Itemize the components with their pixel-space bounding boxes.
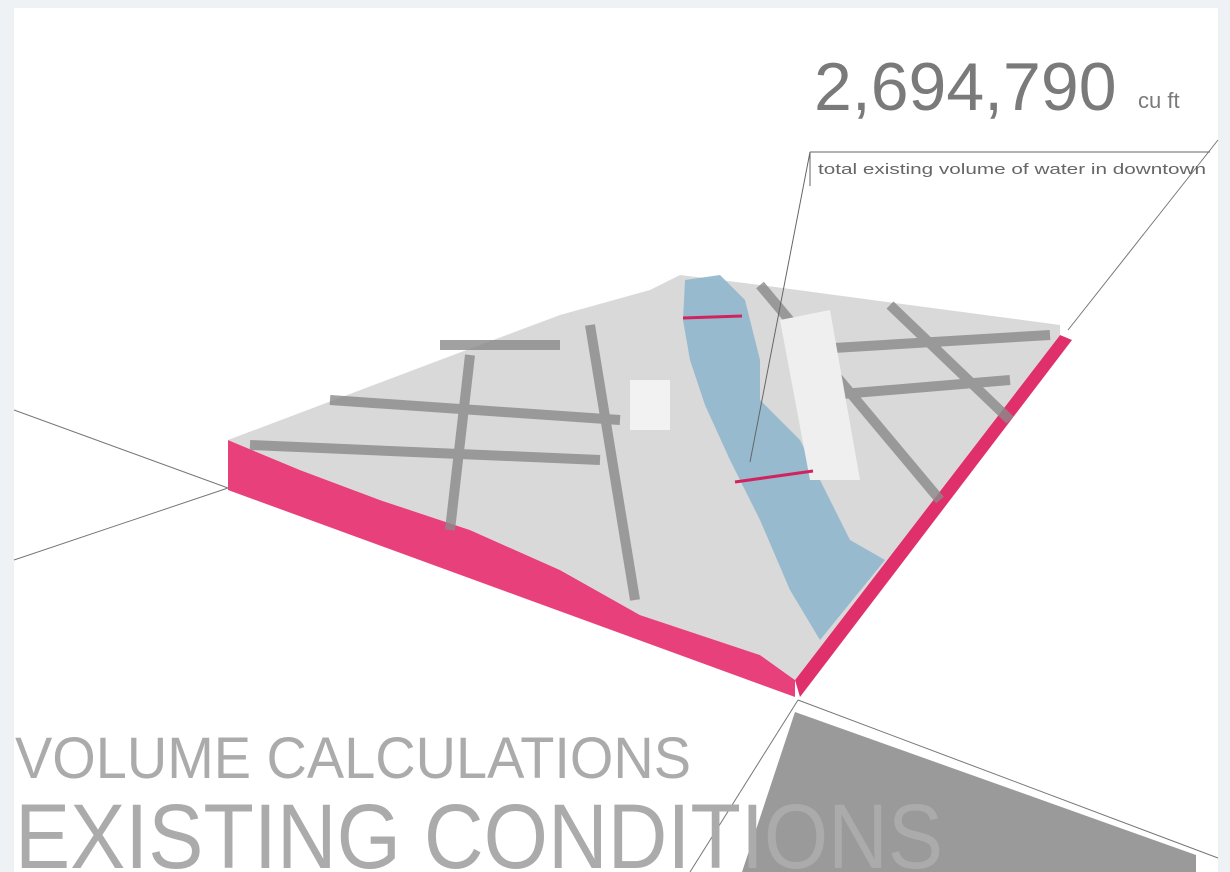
top-edge xyxy=(0,0,1230,8)
title-line-2: EXISTING CONDITIONS xyxy=(15,786,943,872)
volume-caption: total existing volume of water in downto… xyxy=(818,162,1206,178)
volume-unit: cu ft xyxy=(1138,88,1180,113)
section-line xyxy=(683,316,742,318)
left-edge xyxy=(0,0,14,872)
terrain-model xyxy=(228,275,1072,697)
volume-value: 2,694,790 xyxy=(814,49,1117,125)
board: 2,694,790 cu ft total existing volume of… xyxy=(0,0,1230,872)
right-edge xyxy=(1218,0,1230,872)
building xyxy=(630,380,670,430)
title-line-1: VOLUME CALCULATIONS xyxy=(15,726,691,791)
